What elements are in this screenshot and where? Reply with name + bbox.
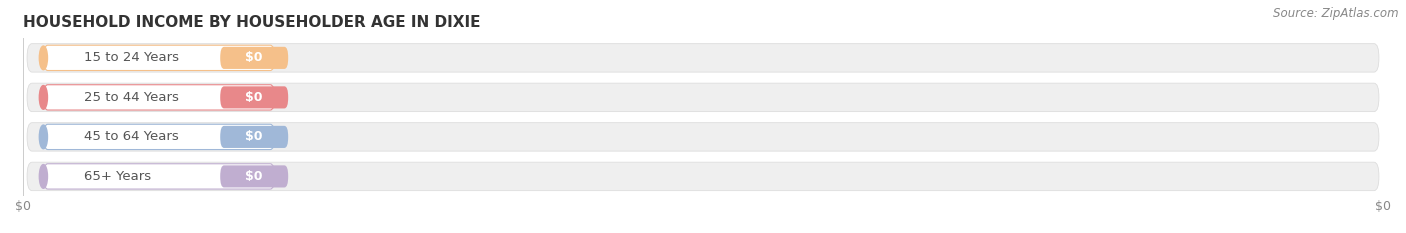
Text: $0: $0: [246, 170, 263, 183]
FancyBboxPatch shape: [44, 124, 274, 150]
FancyBboxPatch shape: [221, 165, 288, 188]
Circle shape: [39, 46, 48, 70]
Text: $0: $0: [246, 51, 263, 64]
FancyBboxPatch shape: [27, 83, 1379, 112]
Text: 25 to 44 Years: 25 to 44 Years: [84, 91, 179, 104]
FancyBboxPatch shape: [44, 45, 274, 71]
Text: 45 to 64 Years: 45 to 64 Years: [84, 130, 179, 143]
Text: HOUSEHOLD INCOME BY HOUSEHOLDER AGE IN DIXIE: HOUSEHOLD INCOME BY HOUSEHOLDER AGE IN D…: [22, 15, 481, 30]
Text: $0: $0: [246, 130, 263, 143]
FancyBboxPatch shape: [27, 123, 1379, 151]
FancyBboxPatch shape: [44, 85, 274, 110]
FancyBboxPatch shape: [27, 162, 1379, 191]
Circle shape: [39, 125, 48, 149]
FancyBboxPatch shape: [27, 44, 1379, 72]
FancyBboxPatch shape: [44, 164, 274, 189]
Text: 15 to 24 Years: 15 to 24 Years: [84, 51, 179, 64]
Circle shape: [39, 86, 48, 109]
Text: Source: ZipAtlas.com: Source: ZipAtlas.com: [1274, 7, 1399, 20]
Circle shape: [39, 164, 48, 188]
FancyBboxPatch shape: [221, 86, 288, 108]
FancyBboxPatch shape: [221, 126, 288, 148]
FancyBboxPatch shape: [221, 47, 288, 69]
Text: 65+ Years: 65+ Years: [84, 170, 152, 183]
Text: $0: $0: [246, 91, 263, 104]
